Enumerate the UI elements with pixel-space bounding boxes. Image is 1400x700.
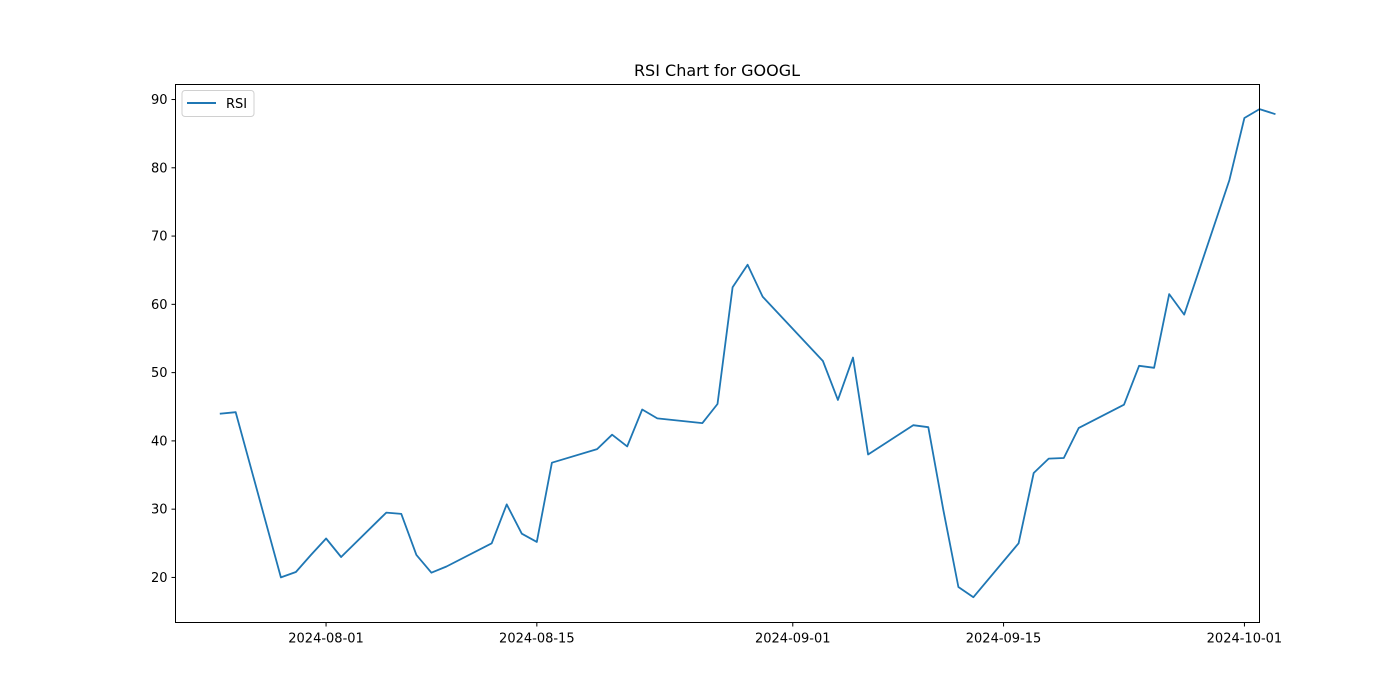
plot-series [219, 108, 1276, 599]
legend: RSI [181, 90, 255, 117]
y-tick-label: 30 [151, 503, 168, 518]
y-tick-label: 60 [151, 298, 168, 313]
plot-frame [175, 84, 1260, 623]
y-axis: 20 30 40 50 60 70 80 90 [151, 93, 176, 586]
y-tick-label: 40 [151, 434, 168, 449]
x-tick-label: 2024-08-15 [499, 632, 575, 647]
y-tick-label: 70 [151, 230, 168, 245]
y-tick-label: 90 [151, 93, 168, 108]
legend-box [181, 90, 255, 117]
y-tick-label: 20 [151, 571, 168, 586]
x-tick-label: 2024-09-15 [966, 632, 1042, 647]
legend-label-rsi: RSI [226, 97, 247, 112]
chart-title: RSI Chart for GOOGL [634, 61, 800, 80]
x-axis: 2024-08-01 2024-08-15 2024-09-01 2024-09-15… [288, 622, 1283, 647]
y-tick-label: 80 [151, 161, 168, 176]
series-line-rsi [219, 108, 1276, 599]
x-tick-label: 2024-09-01 [755, 632, 831, 647]
x-tick-label: 2024-08-01 [288, 632, 364, 647]
y-tick-label: 50 [151, 366, 168, 381]
x-tick-label: 2024-10-01 [1207, 632, 1283, 647]
